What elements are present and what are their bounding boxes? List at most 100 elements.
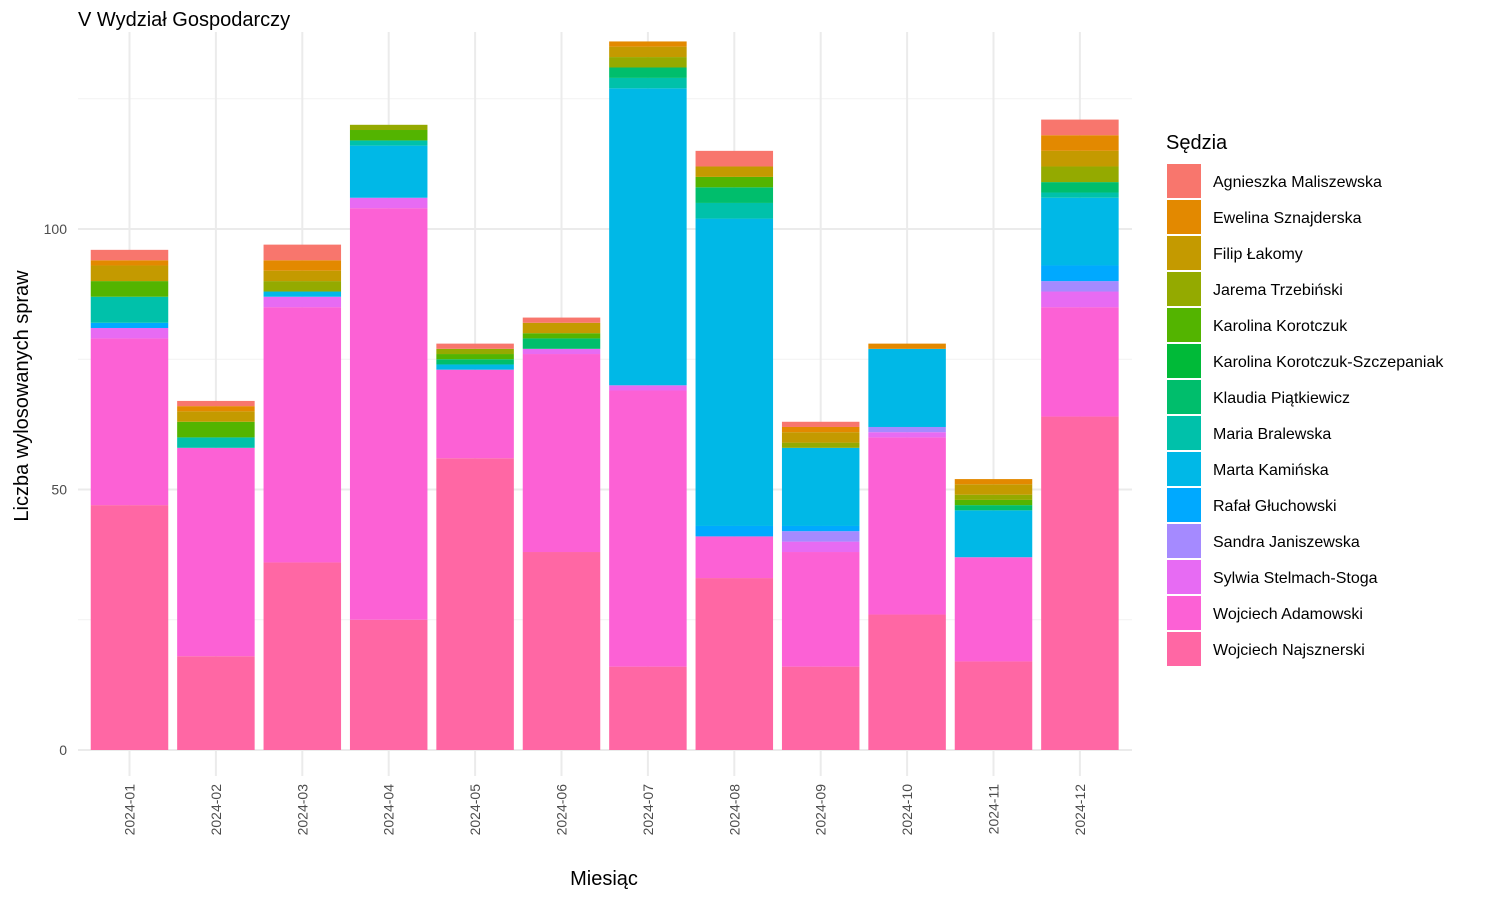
x-axis-title: Miesiąc	[570, 868, 638, 890]
legend-swatch	[1167, 380, 1201, 414]
y-axis-ticks: 0 50 100	[44, 221, 68, 758]
bar-stack-2024-02	[177, 400, 255, 750]
bar-stack-2024-11	[954, 479, 1033, 750]
legend-label: Klaudia Piątkiewicz	[1213, 390, 1350, 407]
x-tick-label: 2024-09	[813, 784, 829, 836]
bar-segment	[1041, 166, 1119, 183]
y-tick-label: 50	[51, 482, 67, 498]
bar-segment	[263, 260, 342, 271]
bar-segment	[609, 67, 687, 78]
chart-title: V Wydział Gospodarczy	[78, 9, 290, 31]
bar-segment	[90, 296, 169, 323]
bar-segment	[609, 385, 687, 391]
legend-item: Agnieszka Maliszewska	[1167, 164, 1382, 198]
bar-segment	[263, 296, 342, 308]
x-tick-label: 2024-07	[640, 784, 656, 836]
bar-segment	[954, 494, 1033, 500]
bar-segment	[522, 322, 601, 334]
legend-label: Ewelina Sznajderska	[1213, 210, 1362, 227]
bar-segment	[522, 348, 601, 355]
bar-segment	[263, 291, 342, 297]
bar-segment	[1041, 197, 1119, 266]
bars	[90, 41, 1119, 750]
bar-segment	[349, 197, 428, 209]
x-axis-ticks: 2024-01 2024-02 2024-03 2024-04 2024-05 2024-…	[122, 784, 1088, 836]
bar-segment	[522, 552, 601, 750]
bar-stack-2024-01	[90, 249, 169, 750]
legend-item: Sandra Janiszewska	[1167, 524, 1360, 558]
bar-segment	[436, 348, 514, 355]
bar-segment	[90, 281, 169, 297]
legend-swatch	[1167, 236, 1201, 270]
bar-segment	[781, 666, 860, 750]
bar-segment	[609, 57, 687, 68]
bar-segment	[695, 578, 774, 750]
bar-segment	[177, 400, 255, 407]
bar-segment	[349, 619, 428, 750]
legend-label: Sandra Janiszewska	[1213, 534, 1360, 551]
bar-segment	[695, 536, 774, 579]
bar-segment	[868, 348, 946, 427]
bar-segment	[695, 150, 774, 167]
legend-swatch	[1167, 272, 1201, 306]
bar-segment	[781, 426, 860, 433]
legend-item: Maria Bralewska	[1167, 416, 1331, 450]
legend-swatch	[1167, 560, 1201, 594]
y-tick-label: 0	[59, 742, 67, 758]
bar-segment	[522, 317, 601, 323]
legend-label: Wojciech Adamowski	[1213, 606, 1363, 623]
bar-segment	[609, 88, 687, 386]
x-tick-label: 2024-01	[122, 784, 138, 836]
bar-segment	[436, 364, 514, 370]
legend-label: Wojciech Najsznerski	[1213, 642, 1365, 659]
bar-segment	[436, 458, 514, 750]
bar-segment	[177, 656, 255, 750]
bar-segment	[263, 244, 342, 261]
bar-segment	[695, 202, 774, 219]
y-tick-label: 100	[44, 221, 68, 237]
legend-item: Wojciech Adamowski	[1167, 596, 1363, 630]
bar-segment	[1041, 119, 1119, 136]
bar-segment	[954, 479, 1033, 485]
bar-segment	[263, 281, 342, 292]
legend-label: Sylwia Stelmach-Stoga	[1213, 570, 1378, 587]
legend-swatch	[1167, 452, 1201, 486]
x-tick-label: 2024-02	[208, 784, 224, 836]
bar-segment	[522, 333, 601, 339]
bar-segment	[436, 359, 514, 365]
legend-item: Rafał Głuchowski	[1167, 488, 1337, 522]
bar-segment	[954, 557, 1033, 662]
bar-segment	[954, 484, 1033, 495]
x-tick-label: 2024-03	[294, 784, 310, 836]
bar-segment	[868, 426, 946, 433]
legend-swatch	[1167, 344, 1201, 378]
bar-stack-2024-10	[868, 343, 946, 750]
legend-item: Sylwia Stelmach-Stoga	[1167, 560, 1378, 594]
bar-segment	[263, 270, 342, 282]
bar-stack-2024-07	[609, 41, 687, 750]
legend-label: Rafał Głuchowski	[1213, 498, 1337, 515]
bar-segment	[90, 322, 169, 328]
bar-segment	[695, 525, 774, 537]
bar-segment	[436, 343, 514, 349]
bar-segment	[609, 46, 687, 58]
bar-segment	[781, 442, 860, 448]
x-tick-label: 2024-06	[554, 784, 570, 836]
bar-stack-2024-08	[695, 150, 774, 750]
x-tick-label: 2024-04	[381, 784, 397, 836]
legend-item: Filip Łakomy	[1167, 236, 1303, 270]
bar-stack-2024-09	[781, 421, 860, 750]
legend-swatch	[1167, 164, 1201, 198]
bar-segment	[90, 249, 169, 261]
bar-segment	[781, 525, 860, 532]
legend-item: Karolina Korotczuk-Szczepaniak	[1167, 344, 1444, 378]
legend-item: Klaudia Piątkiewicz	[1167, 380, 1350, 414]
bar-segment	[177, 411, 255, 422]
bar-segment	[1041, 135, 1119, 151]
bar-segment	[609, 41, 687, 47]
bar-segment	[609, 77, 687, 89]
legend-item: Marta Kamińska	[1167, 452, 1329, 486]
legend-item: Jarema Trzebiński	[1167, 272, 1343, 306]
bar-segment	[436, 354, 514, 360]
